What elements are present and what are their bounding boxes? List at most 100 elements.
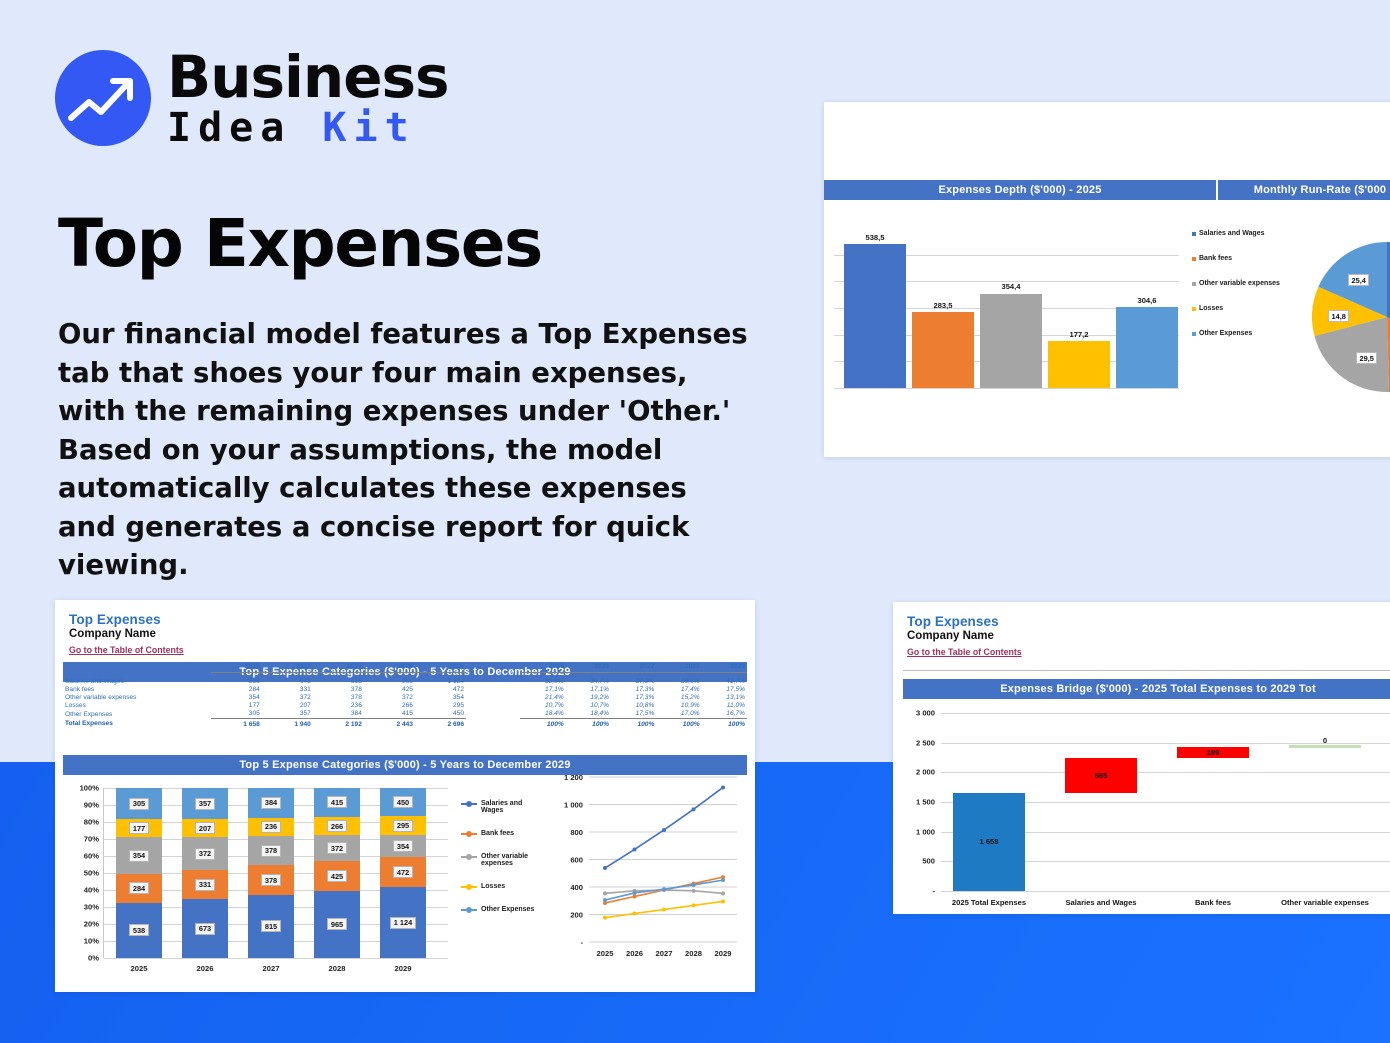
stacked-bar-value: 384	[260, 796, 282, 809]
table-cell-pct: 17,0%	[656, 709, 702, 720]
x-axis-tick: 2025 Total Expenses	[951, 898, 1027, 907]
table-cell-pct: 18,4%	[520, 709, 566, 720]
legend-swatch-icon	[1192, 307, 1196, 311]
y-axis-tick: 1 000	[564, 801, 583, 810]
line-data-point	[721, 878, 725, 883]
table-total-value: 1 940	[261, 718, 313, 729]
table-cell-pct: 17,4%	[680, 685, 700, 693]
gridline	[941, 802, 1390, 803]
line-data-point	[662, 887, 666, 892]
table-cell-pct: 34,7%	[590, 677, 610, 685]
stacked-bar-segment: 372	[182, 837, 228, 871]
table-cell-value: 378	[350, 694, 362, 702]
table-total-pct: 100%	[611, 718, 657, 729]
table-cell-pct: 17,1%	[545, 685, 564, 693]
y-axis-tick: -	[932, 886, 935, 896]
gridline	[834, 281, 1179, 283]
stacked-bar-value: 415	[326, 796, 348, 809]
stacked-bar-column: 450 295 354 472 1 124	[380, 788, 426, 958]
pie-svg	[1312, 242, 1390, 392]
line-data-point	[603, 891, 607, 896]
stacked-bar-column: 305 177 354 284 538	[116, 788, 162, 958]
line-data-point	[603, 866, 607, 871]
page-title: Top Expenses	[58, 205, 543, 282]
y-axis-tick: 40%	[83, 885, 99, 895]
stacked-bar-value: 207	[194, 822, 216, 835]
table-cell-value: 207	[299, 702, 311, 710]
stacked-bar-segment: 354	[380, 834, 426, 858]
stacked-bar-segment: 378	[248, 865, 294, 895]
legend-item: Other variable expenses	[461, 853, 539, 867]
line-chart-svg: - 200 400 600 800 1 000 1 200 2025 2026 2027 2028 2…	[564, 773, 737, 958]
stacked-bar-value: 372	[326, 842, 348, 855]
waterfall-bar: 189	[1177, 746, 1249, 758]
table-cell-value: 965	[401, 677, 413, 685]
brand-logo: Business Idea Kit	[55, 48, 450, 148]
y-axis-tick: 30%	[83, 902, 99, 912]
waterfall-bar: 585	[1065, 757, 1137, 793]
x-axis-tick: Bank fees	[1195, 898, 1231, 907]
legend-swatch-icon	[1192, 282, 1196, 286]
stacked-bar-value: 354	[128, 849, 150, 862]
waterfall-plot-area: - 500 1 000 1 500 2 000 2 500 3 000 1 658 2025 T…	[916, 709, 1390, 907]
table-cell-value: 372	[401, 694, 413, 702]
table-cell-value: 415	[363, 709, 415, 720]
stacked-bar-value: 1 124	[389, 916, 417, 929]
depth-bar	[1116, 306, 1178, 388]
table-cell-value: 673	[299, 677, 311, 685]
table-year-header: 2028	[363, 662, 415, 673]
stacked-bar-segment: 236	[248, 817, 294, 837]
table-cell-value: 425	[401, 685, 413, 693]
table-year-header: 2027	[312, 662, 364, 673]
line-data-point	[691, 888, 696, 893]
table-total-pct: 100%	[520, 718, 566, 729]
table-cell-value: 284	[248, 685, 260, 693]
toc-link[interactable]: Go to the Table of Contents	[69, 645, 184, 655]
legend-label: Losses	[1199, 305, 1224, 312]
legend-item: Losses	[1192, 305, 1302, 312]
x-axis-tick: 2028	[685, 949, 702, 958]
y-axis-tick: 1 500	[915, 797, 935, 807]
stacked-bar-value: 378	[260, 874, 282, 887]
stacked-bar-segment: 305	[116, 788, 162, 820]
x-axis-tick: 2028	[328, 964, 346, 973]
y-axis-tick: 80%	[83, 817, 99, 827]
table-total-pct: 100%	[656, 718, 702, 729]
y-axis-tick: 60%	[83, 851, 99, 861]
table-header-row: 2025 2026 2027 2028 2029 2025 2026 2027 2028 2029	[63, 662, 747, 673]
line-data-point	[691, 903, 696, 908]
stacked-bar-value: 472	[392, 866, 414, 879]
table-row-label: Other Expenses	[65, 710, 113, 718]
stacked-bar-segment: 177	[116, 819, 162, 838]
page-description: Our financial model features a Top Expen…	[58, 318, 748, 581]
gridline	[941, 772, 1390, 774]
x-axis-tick: 2029	[394, 964, 412, 973]
legend-label: Salaries and Wages	[481, 800, 523, 814]
expenses-depth-chart: 538,5 283,5 354,4 177,2 304,6 Salaries and W…	[824, 200, 1390, 400]
y-axis-tick: 400	[570, 883, 583, 892]
y-axis-tick: 70%	[83, 834, 99, 844]
gridline	[834, 254, 1179, 256]
table-cell-pct: 18,4%	[565, 709, 612, 720]
table-total-value: 2 696	[414, 718, 466, 729]
depth-plot-area: 538,5 283,5 354,4 177,2 304,6	[834, 228, 1179, 389]
y-axis-tick: 1 000	[915, 827, 935, 837]
line-data-point	[721, 785, 725, 790]
stacked-bar-legend: Salaries and Wages Bank fees Other variabl…	[461, 800, 539, 929]
stacked-bar-value: 450	[392, 796, 414, 809]
table-cell-value: 295	[452, 702, 464, 710]
line-data-point	[662, 827, 666, 832]
table-cell-value: 1 124	[447, 677, 464, 685]
y-axis-tick: 2 000	[915, 767, 935, 777]
sheet-title: Top Expenses	[69, 612, 161, 627]
table-cell-pct: 39,5%	[680, 677, 700, 685]
table-cell-pct: 16,7%	[701, 709, 747, 720]
table-cell-value: 450	[414, 709, 466, 720]
stacked-bar-segment: 207	[182, 819, 228, 838]
brand-name-line2: Idea Kit	[167, 108, 449, 148]
toc-link-br[interactable]: Go to the Table of Contents	[907, 647, 1022, 657]
x-axis-tick: 2027	[656, 949, 673, 958]
table-cell-pct: 10,7%	[545, 702, 564, 710]
table-cell-value: 357	[261, 709, 313, 720]
chart-banner-top: Expenses Depth ($'000) - 2025 Monthly Ru…	[824, 180, 1390, 200]
